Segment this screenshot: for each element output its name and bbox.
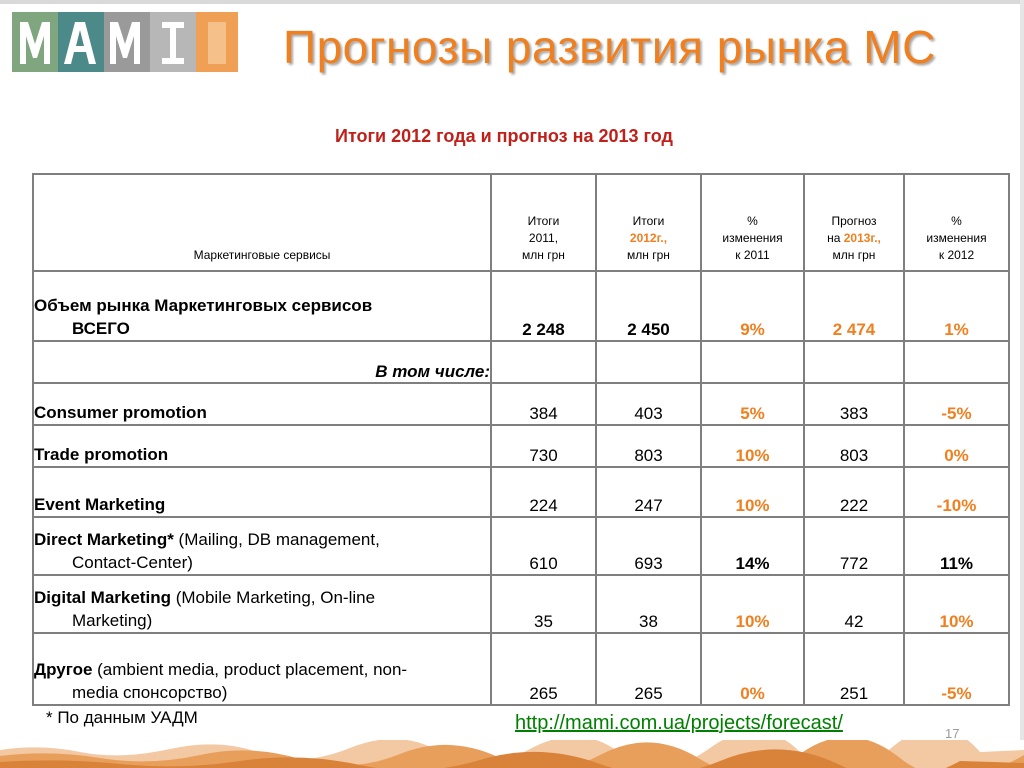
cell-forecast-2013: 222 xyxy=(803,466,905,518)
table-row-subheader: В том числе: xyxy=(32,340,1010,384)
cell-2012: 247 xyxy=(595,466,702,518)
slide-title: Прогнозы развития рынка МС xyxy=(283,21,936,73)
page-number: 17 xyxy=(945,726,960,741)
total-2012: 2 450 xyxy=(595,270,702,342)
cell-2012: 403 xyxy=(595,382,702,426)
row-label: Direct Marketing* (Mailing, DB managemen… xyxy=(32,516,492,576)
cell-forecast-2013: 803 xyxy=(803,424,905,468)
cell-forecast-2013: 42 xyxy=(803,574,905,634)
empty-cell xyxy=(803,340,905,384)
empty-cell xyxy=(700,340,805,384)
footnote: * По данным УАДМ xyxy=(46,708,198,727)
cell-2011: 224 xyxy=(490,466,597,518)
cell-change-2012: -5% xyxy=(903,632,1010,706)
cell-change-2012: 10% xyxy=(903,574,1010,634)
cell-change-2012: 0% xyxy=(903,424,1010,468)
cell-change-2011: 10% xyxy=(700,424,805,468)
top-stripe xyxy=(0,0,1024,4)
cell-2012: 693 xyxy=(595,516,702,576)
cell-change-2011: 0% xyxy=(700,632,805,706)
total-2011: 2 248 xyxy=(490,270,597,342)
cell-2012: 38 xyxy=(595,574,702,634)
subheader-label: В том числе: xyxy=(32,340,492,384)
empty-cell xyxy=(903,340,1010,384)
total-change-2011: 9% xyxy=(700,270,805,342)
cell-change-2011: 10% xyxy=(700,574,805,634)
mami-logo xyxy=(12,12,238,72)
table-header-row: Маркетинговые сервисы Итоги 2011, млн грн … xyxy=(32,173,1010,272)
forecast-link[interactable]: http://mami.com.ua/projects/forecast/ xyxy=(515,712,843,734)
table-row: Digital Marketing (Mobile Marketing, On-… xyxy=(32,574,1010,634)
header-forecast-2013: Прогноз на 2013г., млн грн xyxy=(803,173,905,272)
right-stripe xyxy=(1020,0,1024,768)
cell-2011: 610 xyxy=(490,516,597,576)
table-row: Direct Marketing* (Mailing, DB managemen… xyxy=(32,516,1010,576)
header-services: Маркетинговые сервисы xyxy=(32,173,492,272)
table-row: Trade promotion 730 803 10% 803 0% xyxy=(32,424,1010,468)
cell-2012: 265 xyxy=(595,632,702,706)
cell-forecast-2013: 251 xyxy=(803,632,905,706)
table-row-total: Объем рынка Маркетинговых сервисов ВСЕГО … xyxy=(32,270,1010,342)
header-2012: Итоги 2012г., млн грн xyxy=(595,173,702,272)
cell-2011: 35 xyxy=(490,574,597,634)
total-change-2012: 1% xyxy=(903,270,1010,342)
header-change-2011: % изменения к 2011 xyxy=(700,173,805,272)
row-label: Другое (ambient media, product placement… xyxy=(32,632,492,706)
cell-change-2011: 14% xyxy=(700,516,805,576)
empty-cell xyxy=(595,340,702,384)
row-label: Trade promotion xyxy=(32,424,492,468)
cell-2012: 803 xyxy=(595,424,702,468)
total-forecast-2013: 2 474 xyxy=(803,270,905,342)
table-row: Event Marketing 224 247 10% 222 -10% xyxy=(32,466,1010,518)
row-label: Digital Marketing (Mobile Marketing, On-… xyxy=(32,574,492,634)
row-label: Consumer promotion xyxy=(32,382,492,426)
cell-change-2011: 5% xyxy=(700,382,805,426)
header-change-2012: % изменения к 2012 xyxy=(903,173,1010,272)
cell-2011: 265 xyxy=(490,632,597,706)
cell-2011: 384 xyxy=(490,382,597,426)
table-row: Другое (ambient media, product placement… xyxy=(32,632,1010,706)
total-label: Объем рынка Маркетинговых сервисов ВСЕГО xyxy=(32,270,492,342)
cell-forecast-2013: 383 xyxy=(803,382,905,426)
decorative-bottom-band xyxy=(0,740,1024,768)
empty-cell xyxy=(490,340,597,384)
cell-change-2011: 10% xyxy=(700,466,805,518)
cell-2011: 730 xyxy=(490,424,597,468)
table-row: Consumer promotion 384 403 5% 383 -5% xyxy=(32,382,1010,426)
row-label: Event Marketing xyxy=(32,466,492,518)
cell-change-2012: 11% xyxy=(903,516,1010,576)
cell-change-2012: -5% xyxy=(903,382,1010,426)
header-2011: Итоги 2011, млн грн xyxy=(490,173,597,272)
cell-forecast-2013: 772 xyxy=(803,516,905,576)
cell-change-2012: -10% xyxy=(903,466,1010,518)
market-table: Маркетинговые сервисы Итоги 2011, млн грн … xyxy=(32,173,1010,706)
slide-subtitle: Итоги 2012 года и прогноз на 2013 год xyxy=(335,126,673,146)
